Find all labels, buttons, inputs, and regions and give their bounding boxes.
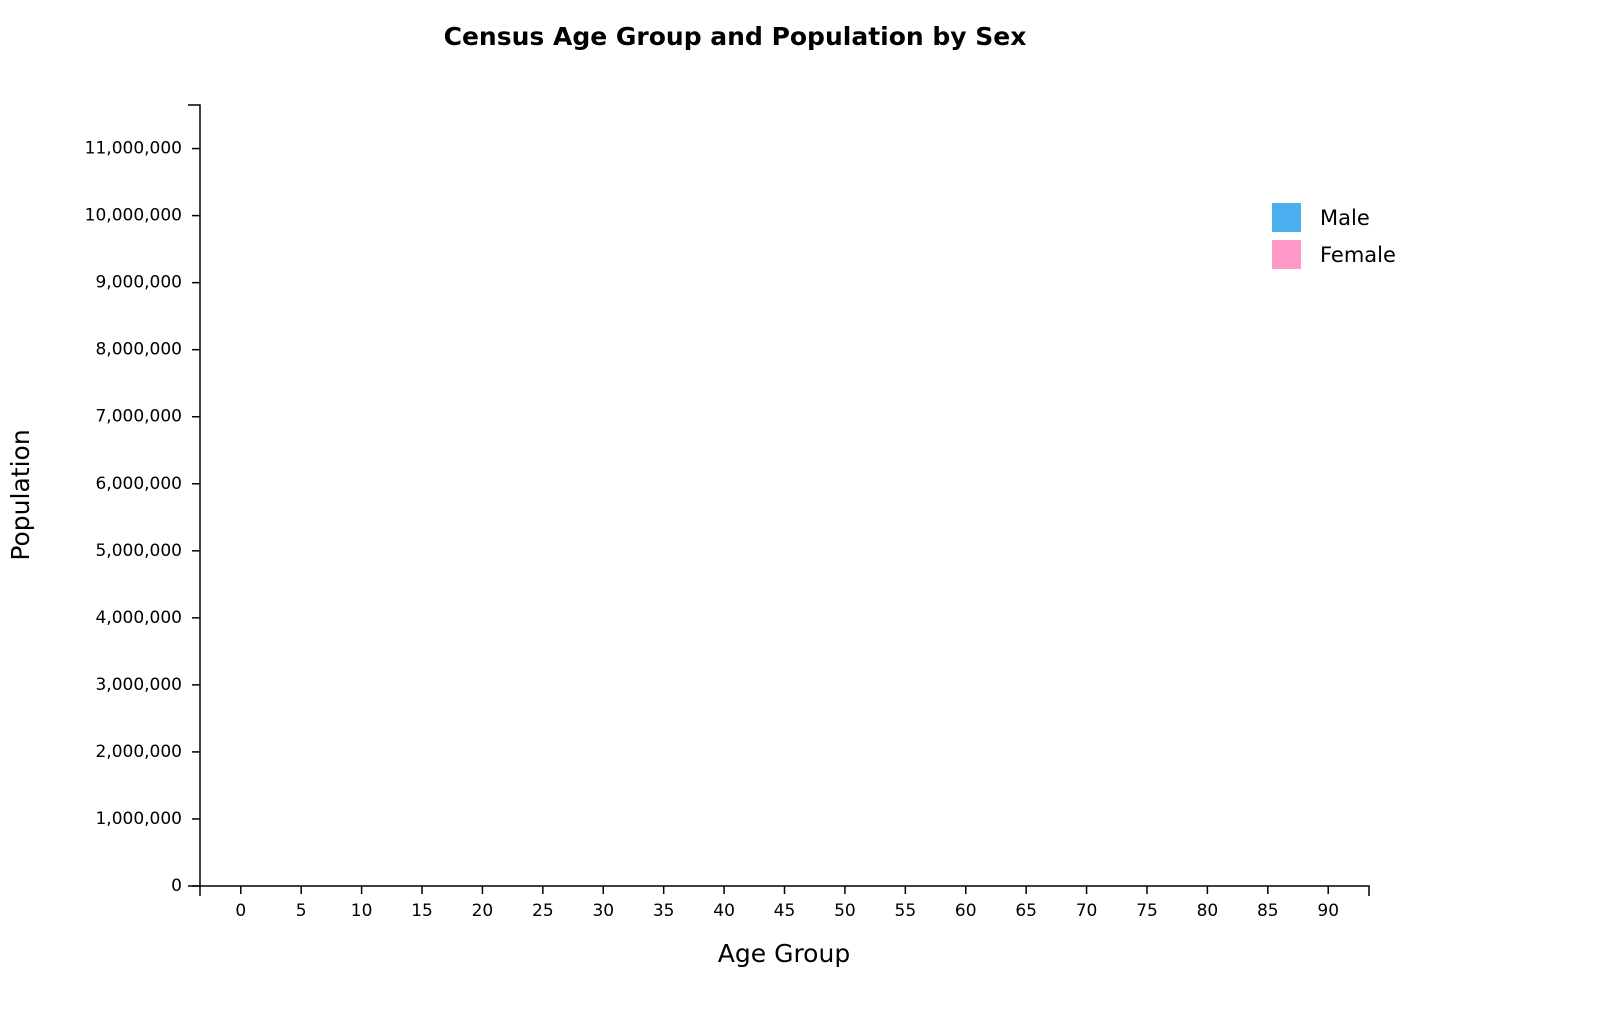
x-tick-label: 40 bbox=[713, 901, 735, 921]
x-tick-label: 75 bbox=[1136, 901, 1158, 921]
y-tick-label: 10,000,000 bbox=[85, 206, 182, 226]
x-tick-label: 10 bbox=[351, 901, 373, 921]
y-tick-label: 3,000,000 bbox=[95, 675, 182, 695]
y-axis-label: Population bbox=[6, 429, 35, 560]
x-tick-label: 60 bbox=[955, 901, 977, 921]
y-axis bbox=[188, 104, 201, 887]
x-tick-label: 55 bbox=[895, 901, 917, 921]
x-tick-label: 15 bbox=[411, 901, 433, 921]
y-tick-label: 0 bbox=[171, 876, 182, 896]
y-tick-label: 11,000,000 bbox=[85, 139, 182, 159]
x-tick-label: 50 bbox=[834, 901, 856, 921]
x-tick-label: 80 bbox=[1197, 901, 1219, 921]
y-tick-label: 4,000,000 bbox=[95, 608, 182, 628]
legend-swatch bbox=[1272, 240, 1301, 269]
x-tick-label: 20 bbox=[472, 901, 494, 921]
y-tick-label: 5,000,000 bbox=[95, 541, 182, 561]
y-tick-label: 2,000,000 bbox=[95, 742, 182, 762]
x-tick-label: 85 bbox=[1257, 901, 1279, 921]
y-tick-label: 9,000,000 bbox=[95, 273, 182, 293]
legend-label: Male bbox=[1320, 206, 1370, 230]
x-tick-label: 30 bbox=[592, 901, 614, 921]
y-tick-label: 6,000,000 bbox=[95, 474, 182, 494]
y-tick-label: 8,000,000 bbox=[95, 340, 182, 360]
x-tick-label: 65 bbox=[1015, 901, 1037, 921]
legend-label: Female bbox=[1320, 243, 1396, 267]
x-tick-label: 0 bbox=[235, 901, 246, 921]
x-tick-label: 25 bbox=[532, 901, 554, 921]
legend-swatch bbox=[1272, 203, 1301, 232]
x-tick-label: 90 bbox=[1317, 901, 1339, 921]
x-tick-label: 70 bbox=[1076, 901, 1098, 921]
y-tick-label: 1,000,000 bbox=[95, 809, 182, 829]
x-tick-label: 35 bbox=[653, 901, 675, 921]
x-tick-label: 45 bbox=[774, 901, 796, 921]
x-tick-label: 5 bbox=[296, 901, 307, 921]
x-axis-label: Age Group bbox=[718, 939, 850, 968]
chart-title: Census Age Group and Population by Sex bbox=[444, 22, 1027, 51]
y-tick-label: 7,000,000 bbox=[95, 407, 182, 427]
